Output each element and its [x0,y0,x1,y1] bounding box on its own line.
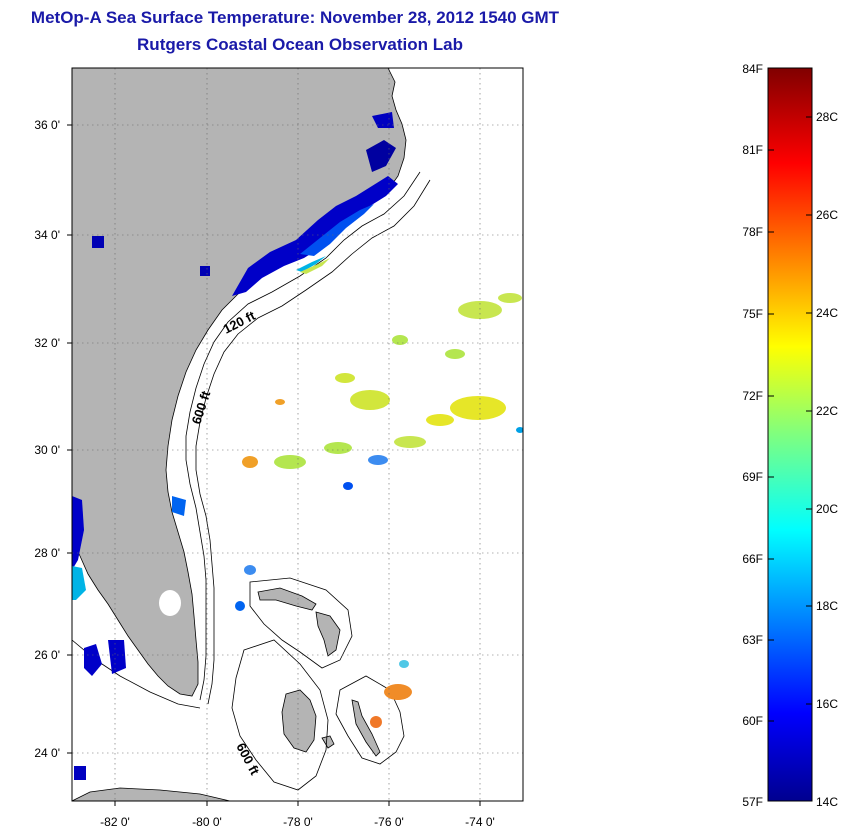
colorbar-f-label: 84F [742,62,763,76]
lake-okeechobee [159,590,181,616]
isobath-600ft [195,179,431,705]
isobath-120ft [185,171,421,701]
sst-offshore-patches [235,293,523,728]
colorbar-f-label: 63F [742,633,763,647]
lat-tick-label: 34 0' [34,228,60,242]
colorbar-c-label: 14C [816,795,838,809]
colorbar-c-label: 24C [816,306,838,320]
land-abaco [315,611,341,657]
colorbar-f-label: 78F [742,225,763,239]
land-eleuthera [351,699,381,757]
colorbar-frame [767,67,813,802]
lon-tick-label: -82 0' [100,815,130,829]
colorbar-c-label: 18C [816,599,838,613]
colorbar-ticks [768,116,812,722]
map-subtitle: Rutgers Coastal Ocean Observation Lab [137,35,463,54]
colorbar-f-label: 69F [742,470,763,484]
land-cuba [72,787,231,801]
lat-tick-label: 30 0' [34,443,60,457]
lat-tick-label: 24 0' [34,746,60,760]
colorbar-c-label: 26C [816,208,838,222]
colorbar-c-label: 16C [816,697,838,711]
land-andros [281,689,317,753]
colorbar-f-label: 57F [742,795,763,809]
colorbar-f-label: 75F [742,307,763,321]
lat-tick-label: 36 0' [34,118,60,132]
lat-tick-label: 32 0' [34,336,60,350]
lon-tick-label: -74 0' [465,815,495,829]
colorbar-gradient [768,68,812,801]
land-grand-bahama [257,587,317,611]
isobath-bahamas-outline-3 [335,675,405,765]
colorbar-c-label: 20C [816,502,838,516]
lon-tick-label: -80 0' [192,815,222,829]
sst-coastal-band [232,112,398,296]
map-gridlines [72,68,523,801]
colorbar-c-label: 28C [816,110,838,124]
map-panel: 120 ft 600 ft 600 ft -82 0' -80 0' -78 0… [34,67,524,829]
lon-tick-label: -76 0' [374,815,404,829]
map-tick-marks [67,124,481,806]
lat-tick-label: 26 0' [34,648,60,662]
colorbar-f-label: 81F [742,143,763,157]
colorbar: 84F 81F 78F 75F 72F 69F 66F 63F 60F 57F … [742,62,838,809]
colorbar-c-label: 22C [816,404,838,418]
colorbar-f-label: 60F [742,714,763,728]
isobath-bahamas-outline [249,577,353,669]
lon-tick-label: -78 0' [283,815,313,829]
colorbar-f-label: 66F [742,552,763,566]
sst-florida-west [72,236,210,780]
lat-tick-label: 28 0' [34,546,60,560]
colorbar-f-label: 72F [742,389,763,403]
isobath-bahamas-outline-2 [231,639,329,791]
map-title: MetOp-A Sea Surface Temperature: Novembe… [30,8,560,27]
